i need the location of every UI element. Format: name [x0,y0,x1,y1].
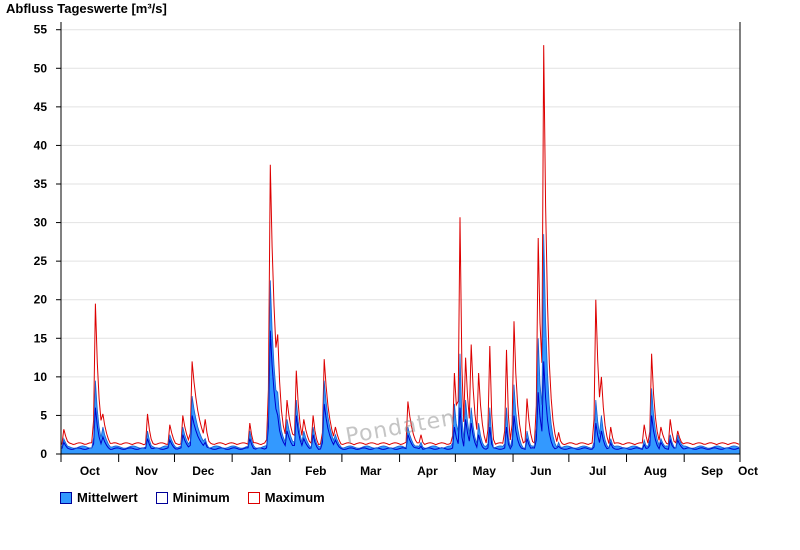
legend-label-minimum: Minimum [172,490,230,505]
x-tick-label: Oct [738,464,758,478]
series-maximum-line [61,45,740,446]
legend-swatch-minimum [155,491,168,504]
x-tick-label: Nov [135,464,158,478]
legend: Mittelwert Minimum Maximum [60,490,325,505]
legend-swatch-mean [60,491,72,504]
x-tick-label: Feb [305,464,326,478]
x-tick-label: Mar [360,464,382,478]
legend-item-maximum[interactable]: Maximum [247,490,325,505]
y-tick-label: 50 [34,61,48,75]
x-tick-label: May [473,464,497,478]
x-tick-label: Apr [417,464,438,478]
x-tick-label: Jul [589,464,606,478]
legend-label-mean: Mittelwert [77,490,138,505]
y-tick-label: 20 [34,293,48,307]
y-tick-label: 15 [34,331,48,345]
x-axis-ticks: Oct Nov Dec Jan Feb Mar Apr May Jun Jul Aug Sep Oct [60,454,758,478]
y-tick-label: 45 [34,100,48,114]
x-tick-label: Aug [644,464,667,478]
y-tick-label: 0 [40,447,47,461]
x-tick-label: Jan [251,464,272,478]
y-tick-label: 55 [34,23,48,37]
x-tick-label: Sep [701,464,723,478]
series-mean-line [61,234,740,450]
legend-item-mean[interactable]: Mittelwert [60,490,138,505]
y-tick-label: 40 [34,138,48,152]
y-tick-label: 10 [34,370,48,384]
axes [60,22,741,455]
y-tick-label: 5 [40,408,47,422]
legend-swatch-maximum [247,491,260,504]
y-axis-ticks: 0 5 10 15 20 25 30 35 40 45 50 55 [34,23,61,461]
legend-item-minimum[interactable]: Minimum [155,490,230,505]
x-tick-label: Dec [192,464,214,478]
x-tick-label: Oct [80,464,100,478]
chart-title: Abfluss Tageswerte [m³/s] [6,1,167,16]
series-areas [61,45,740,454]
y-tick-label: 25 [34,254,48,268]
y-tick-label: 35 [34,177,48,191]
y-tick-label: 30 [34,216,48,230]
x-tick-label: Jun [530,464,551,478]
grid-lines [61,29,740,455]
legend-label-maximum: Maximum [264,490,325,505]
